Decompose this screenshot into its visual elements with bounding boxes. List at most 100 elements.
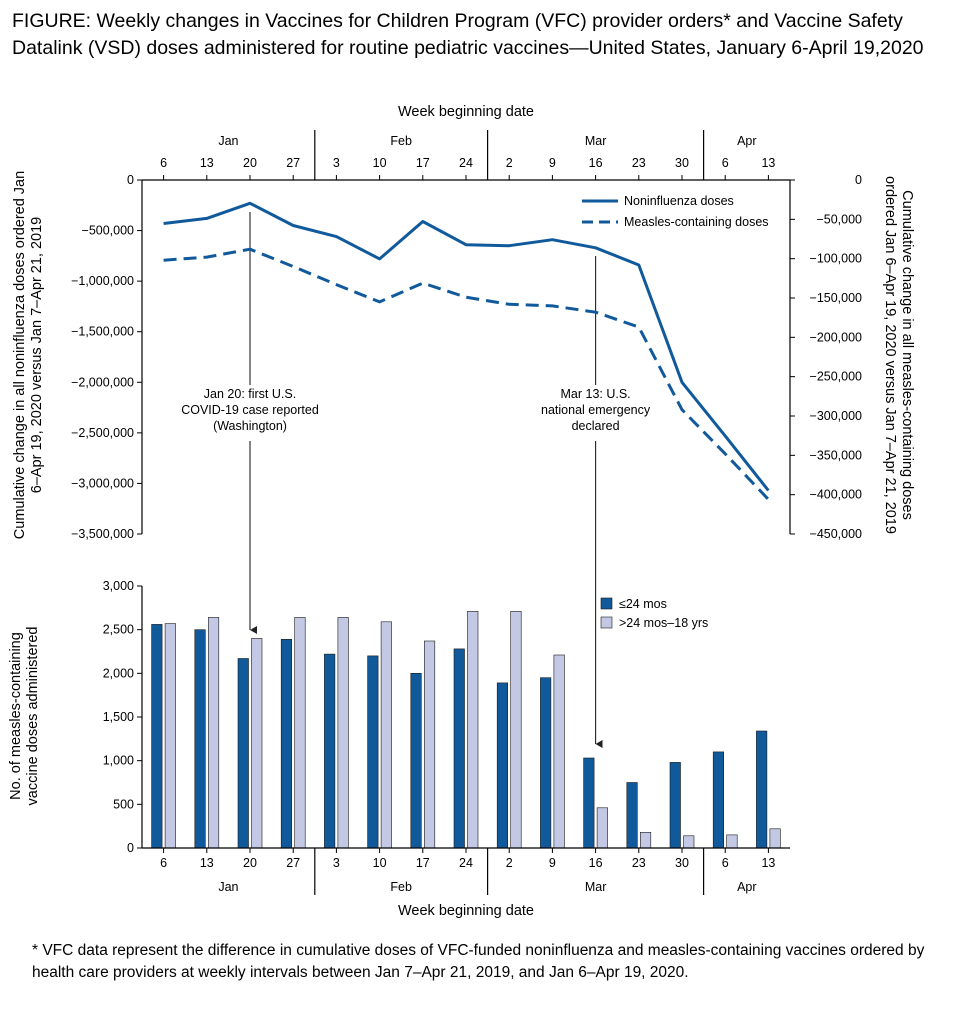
bottom-month-label: Jan — [218, 880, 238, 894]
top-month-label: Feb — [390, 134, 412, 148]
bar-tick-label: 0 — [127, 841, 134, 855]
right-tick-label: −300,000 — [810, 409, 863, 423]
bottom-tick-label: 16 — [589, 856, 603, 870]
figure-footnote: * VFC data represent the difference in c… — [32, 942, 925, 981]
bottom-tick-label: 2 — [506, 856, 513, 870]
bottom-tick-label: 10 — [373, 856, 387, 870]
top-tick-label: 23 — [632, 156, 646, 170]
annotation-text: declared — [572, 419, 620, 433]
bottom-tick-label: 20 — [243, 856, 257, 870]
bar-tick-label: 3,000 — [103, 579, 134, 593]
bar-24mos-18yrs — [639, 831, 652, 849]
left-tick-label: −2,000,000 — [71, 375, 134, 389]
bar-le24mos — [194, 629, 206, 849]
bar-24mos-18yrs — [553, 654, 565, 849]
bar-le24mos — [583, 757, 595, 849]
bar-le24mos — [367, 655, 379, 849]
bar-le24mos — [669, 762, 681, 849]
annotation-text: national emergency — [541, 403, 651, 417]
left-tick-label: −500,000 — [82, 224, 135, 238]
bottom-tick-label: 27 — [286, 856, 300, 870]
legend-label: ≤24 mos — [619, 597, 667, 611]
top-tick-label: 6 — [722, 156, 729, 170]
left-tick-label: −3,000,000 — [71, 476, 134, 490]
bottom-tick-label: 9 — [549, 856, 556, 870]
bar-legend: ≤24 mos >24 mos–18 yrs — [600, 597, 708, 630]
bar-24mos-18yrs — [423, 640, 436, 849]
bottom-month-label: Mar — [585, 880, 607, 894]
annotation-text: Mar 13: U.S. — [561, 387, 631, 401]
bar-le24mos — [626, 782, 638, 849]
bottom-tick-label: 23 — [632, 856, 646, 870]
bar-y-axis-title: No. of measles-containingvaccine doses a… — [8, 627, 41, 806]
bar-tick-label: 1,000 — [103, 754, 134, 768]
top-tick-label: 3 — [333, 156, 340, 170]
right-tick-label: −150,000 — [810, 291, 863, 305]
line-annotations: Jan 20: first U.S. COVID-19 case reported… — [168, 212, 678, 748]
top-tick-label: 10 — [373, 156, 387, 170]
bar-24mos-18yrs — [337, 617, 349, 849]
top-x-axis-title: Week beginning date — [398, 104, 534, 120]
top-tick-label: 16 — [589, 156, 603, 170]
bottom-tick-label: 6 — [160, 856, 167, 870]
legend-swatch — [600, 616, 613, 629]
line-legend: Noninfluenza doses Measles-containing dos… — [582, 194, 769, 229]
top-tick-label: 13 — [200, 156, 214, 170]
bar-24mos-18yrs — [380, 621, 392, 849]
bar-tick-label: 2,500 — [103, 623, 134, 637]
legend-label: Noninfluenza doses — [624, 194, 734, 208]
left-tick-label: −3,500,000 — [71, 527, 134, 541]
right-tick-label: 0 — [855, 173, 862, 187]
measles-line — [163, 247, 770, 501]
line-left-y-axis: 0 −500,000 −1,000,000 −1,500,000 −2,000,000 −… — [71, 173, 143, 541]
top-tick-label: 6 — [160, 156, 167, 170]
top-tick-label: 24 — [459, 156, 473, 170]
bar-le24mos — [496, 682, 509, 849]
annotation-backdrop — [168, 383, 332, 441]
bottom-tick-label: 13 — [200, 856, 214, 870]
bar-x-axis: 6 13 20 27 3 10 17 24 2 9 16 23 30 6 13 Jan Feb Mar Apr — [142, 847, 790, 895]
bar-le24mos — [453, 648, 465, 849]
bar-le24mos — [712, 751, 725, 849]
right-tick-label: −450,000 — [810, 527, 863, 541]
bar-24mos-18yrs — [596, 807, 608, 849]
bar-24mos-18yrs — [726, 834, 738, 849]
legend-label: Measles-containing doses — [624, 215, 769, 229]
left-tick-label: −1,000,000 — [71, 274, 134, 288]
bar-tick-label: 500 — [113, 797, 134, 811]
left-tick-label: 0 — [127, 173, 134, 187]
bottom-month-label: Apr — [737, 880, 756, 894]
bar-series — [151, 610, 781, 849]
bottom-tick-label: 30 — [675, 856, 689, 870]
bar-tick-label: 1,500 — [103, 710, 134, 724]
bar-24mos-18yrs — [294, 617, 306, 849]
top-month-label: Mar — [585, 134, 607, 148]
bar-24mos-18yrs — [164, 623, 176, 849]
bottom-tick-label: 13 — [761, 856, 775, 870]
bar-chart: 0 500 1,000 1,500 2,000 2,500 3,000 6 13 20 27 3 10… — [8, 579, 790, 919]
annotation-text: (Washington) — [213, 419, 287, 433]
bar-24mos-18yrs — [251, 638, 263, 849]
bar-24mos-18yrs — [683, 835, 695, 849]
bar-y-axis: 0 500 1,000 1,500 2,000 2,500 3,000 — [103, 579, 143, 855]
bar-24mos-18yrs — [769, 828, 781, 849]
bar-24mos-18yrs — [510, 610, 522, 849]
bar-le24mos — [756, 730, 768, 849]
bar-le24mos — [280, 638, 293, 849]
annotation-backdrop — [513, 383, 678, 441]
bar-tick-label: 2,000 — [103, 666, 134, 680]
top-tick-label: 2 — [506, 156, 513, 170]
top-tick-label: 9 — [549, 156, 556, 170]
bar-24mos-18yrs — [467, 610, 479, 849]
right-tick-label: −350,000 — [810, 448, 863, 462]
bar-le24mos — [410, 672, 422, 849]
top-tick-label: 30 — [675, 156, 689, 170]
top-month-label: Apr — [737, 134, 756, 148]
bottom-tick-label: 6 — [722, 856, 729, 870]
line-right-y-axis: 0 −50,000 −100,000 −150,000 −200,000 −250,000… — [789, 173, 863, 541]
noninfluenza-line — [163, 201, 770, 492]
line-series — [163, 201, 770, 501]
bottom-tick-label: 24 — [459, 856, 473, 870]
left-tick-label: −2,500,000 — [71, 426, 134, 440]
top-month-label: Jan — [218, 134, 238, 148]
